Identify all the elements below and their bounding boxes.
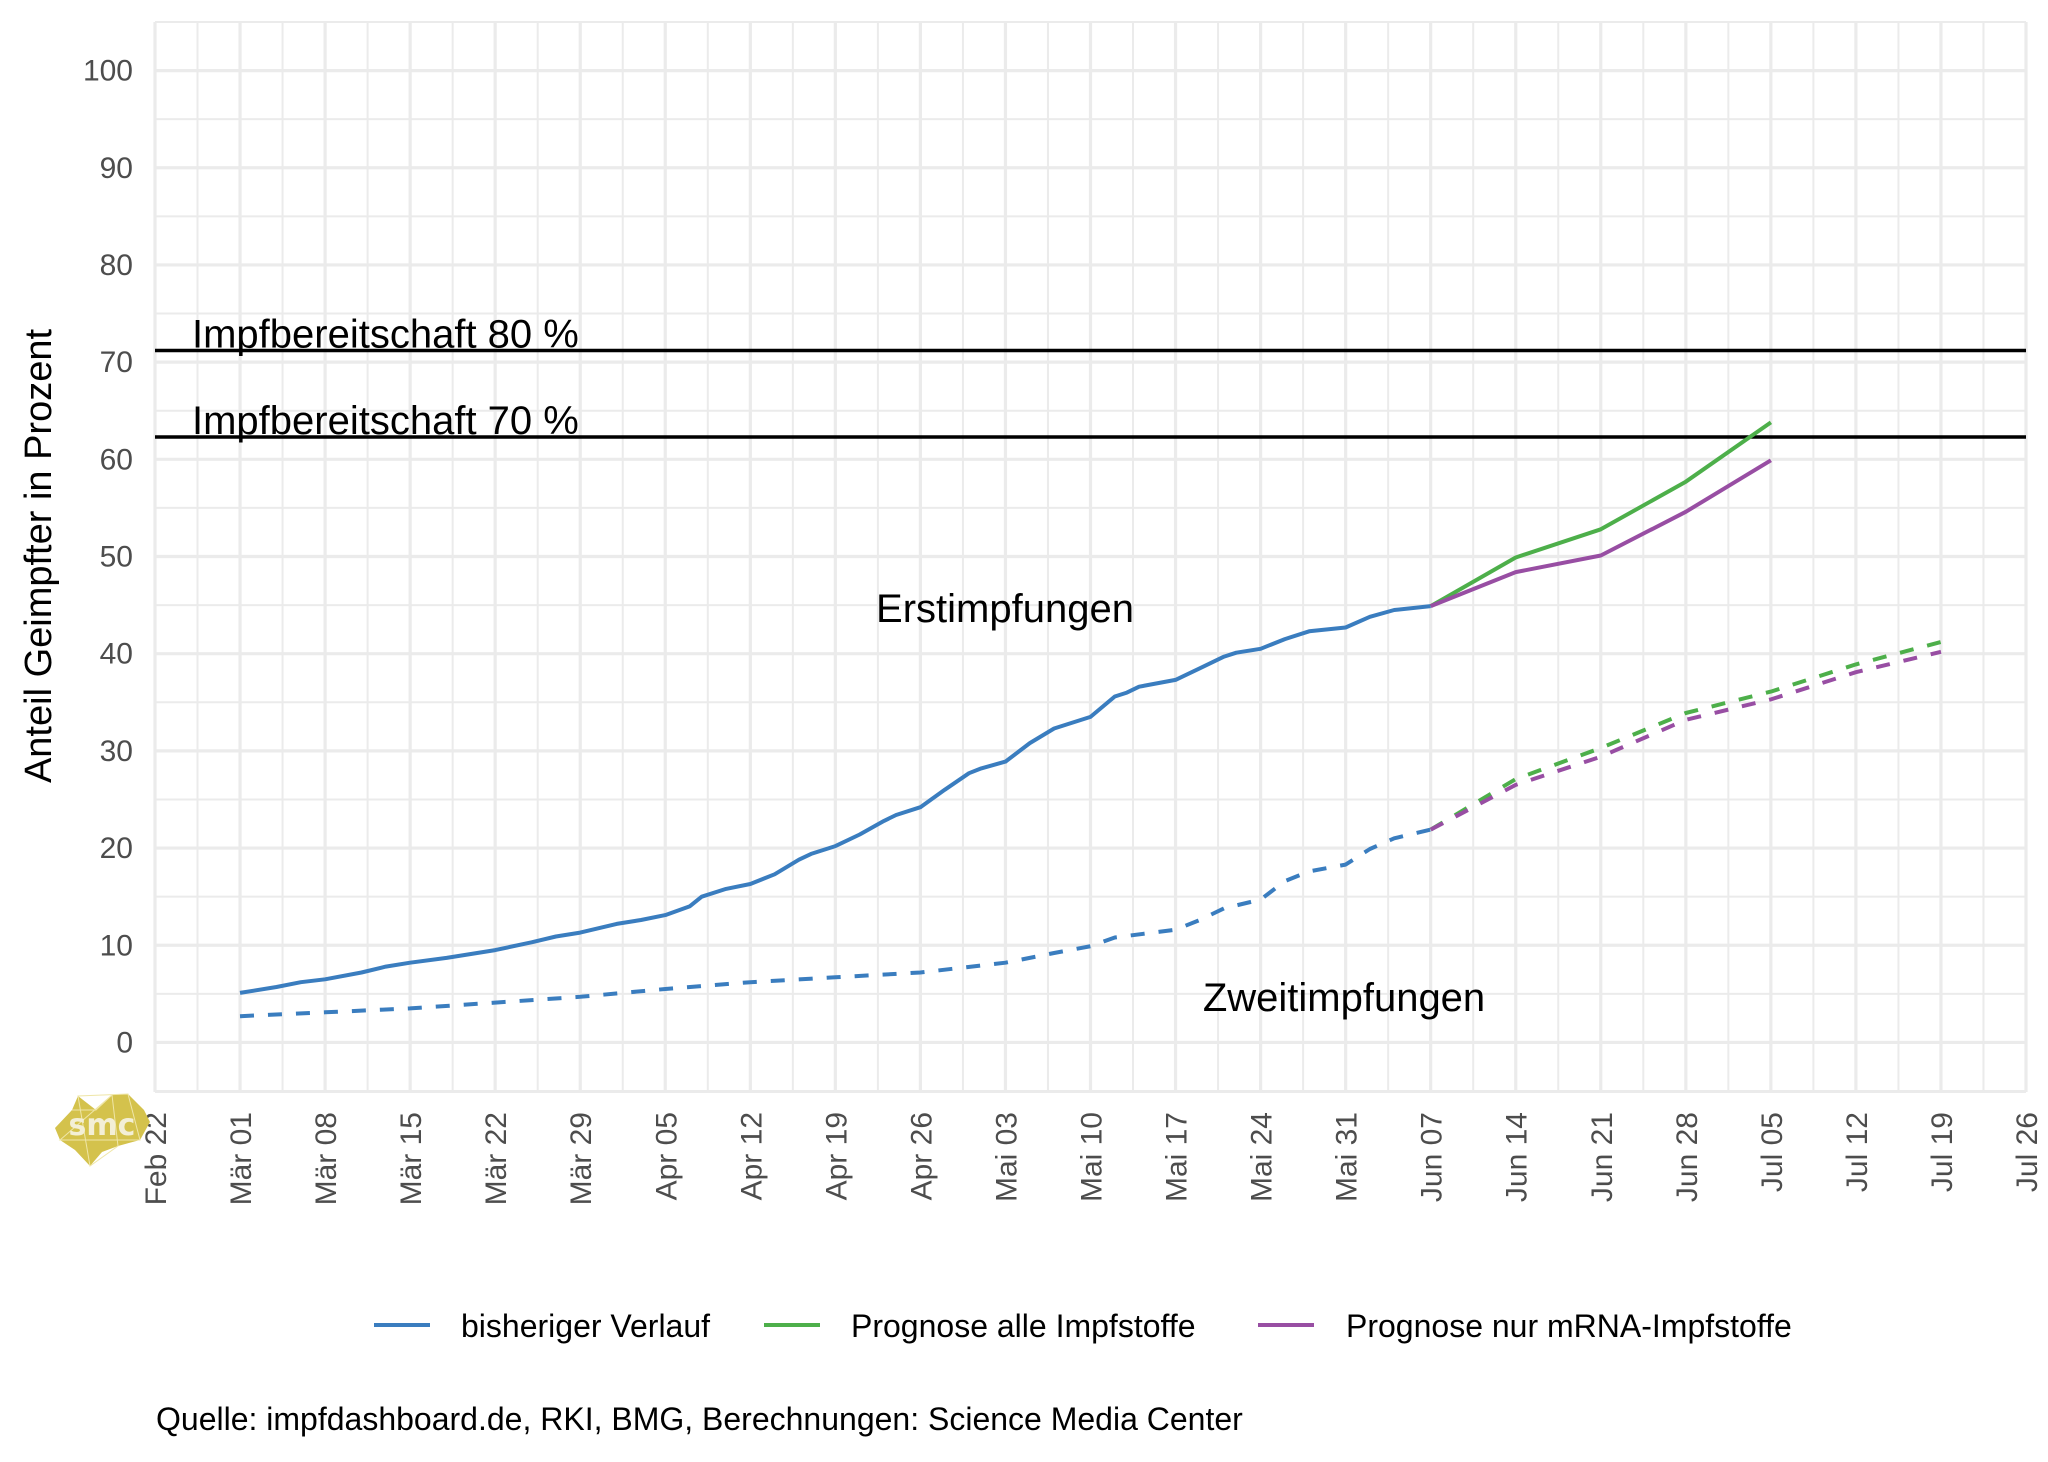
x-tick-label: Mär 15 — [395, 1112, 428, 1205]
x-tick-label: Mai 03 — [990, 1112, 1023, 1202]
y-tick-label: 40 — [100, 638, 133, 671]
x-tick-label: Mai 10 — [1076, 1112, 1109, 1202]
x-tick-label: Jun 21 — [1586, 1112, 1619, 1202]
x-tick-label: Mär 22 — [480, 1112, 513, 1205]
smc-logo-facets — [58, 1093, 141, 1167]
x-tick-label: Mär 01 — [225, 1112, 258, 1205]
y-tick-label: 70 — [100, 346, 133, 379]
y-tick-label: 20 — [100, 832, 133, 865]
series-line — [239, 827, 1432, 1019]
y-tick-label: 0 — [116, 1026, 133, 1059]
x-tick-label: Jul 19 — [1926, 1112, 1959, 1192]
source-caption: Quelle: impfdashboard.de, RKI, BMG, Bere… — [156, 1401, 1243, 1437]
x-tick-label: Apr 12 — [735, 1112, 768, 1200]
x-tick-label: Jun 07 — [1416, 1112, 1449, 1202]
x-tick-label: Mai 24 — [1246, 1112, 1279, 1202]
annotation-erstimpfungen: Erstimpfungen — [876, 587, 1134, 631]
series-line — [1429, 458, 1772, 608]
x-tick-label: Apr 19 — [820, 1112, 853, 1200]
y-tick-label: 10 — [100, 929, 133, 962]
y-tick-label: 30 — [100, 735, 133, 768]
x-tick-label: Jun 14 — [1501, 1112, 1534, 1202]
legend-label-bisheriger-verlauf: bisheriger Verlauf — [461, 1308, 710, 1344]
x-tick-label: Mär 08 — [310, 1112, 343, 1205]
threshold-label: Impfbereitschaft 80 % — [192, 312, 579, 356]
x-axis-ticks: Feb 22 Mär 01 Mär 08 Mär 15 Mär 22 Mär 29 Apr … — [140, 1112, 2044, 1205]
x-tick-label: Apr 05 — [650, 1112, 683, 1200]
series-line — [1429, 420, 1773, 608]
y-tick-label: 50 — [100, 541, 133, 574]
annotations: Erstimpfungen Zweitimpfungen — [876, 587, 1485, 1020]
series-line — [1429, 649, 1942, 832]
x-tick-label: Jul 12 — [1841, 1112, 1874, 1192]
y-axis-title: Anteil Geimpfter in Prozent — [18, 329, 60, 784]
y-tick-label: 100 — [83, 55, 133, 88]
series-line — [1429, 640, 1942, 832]
y-tick-label: 90 — [100, 152, 133, 185]
x-tick-label: Jun 28 — [1671, 1112, 1704, 1202]
threshold-lines: Impfbereitschaft 80 % Impfbereitschaft 70… — [155, 312, 2026, 443]
x-tick-label: Jul 26 — [2011, 1112, 2044, 1192]
y-tick-label: 80 — [100, 249, 133, 282]
legend-label-prognose-mrna: Prognose nur mRNA-Impfstoffe — [1346, 1308, 1792, 1344]
x-tick-label: Jul 05 — [1756, 1112, 1789, 1192]
y-axis-ticks: 0 10 20 30 40 50 60 70 80 90 100 — [83, 55, 133, 1060]
grid — [153, 21, 2028, 1093]
threshold-label: Impfbereitschaft 70 % — [192, 399, 579, 443]
x-tick-label: Mai 17 — [1161, 1112, 1194, 1202]
series-line — [239, 604, 1431, 995]
series-lines — [239, 420, 1942, 1019]
smc-logo: smc — [55, 1093, 150, 1167]
smc-logo-shape — [55, 1094, 150, 1166]
y-tick-label: 60 — [100, 443, 133, 476]
legend: bisheriger Verlauf Prognose alle Impfsto… — [374, 1308, 1792, 1344]
x-tick-label: Mai 31 — [1331, 1112, 1364, 1202]
legend-label-prognose-alle: Prognose alle Impfstoffe — [851, 1308, 1196, 1344]
x-tick-label: Apr 26 — [905, 1112, 938, 1200]
x-tick-label: Mär 29 — [565, 1112, 598, 1205]
smc-logo-text: smc — [69, 1108, 136, 1143]
annotation-zweitimpfungen: Zweitimpfungen — [1203, 976, 1485, 1020]
